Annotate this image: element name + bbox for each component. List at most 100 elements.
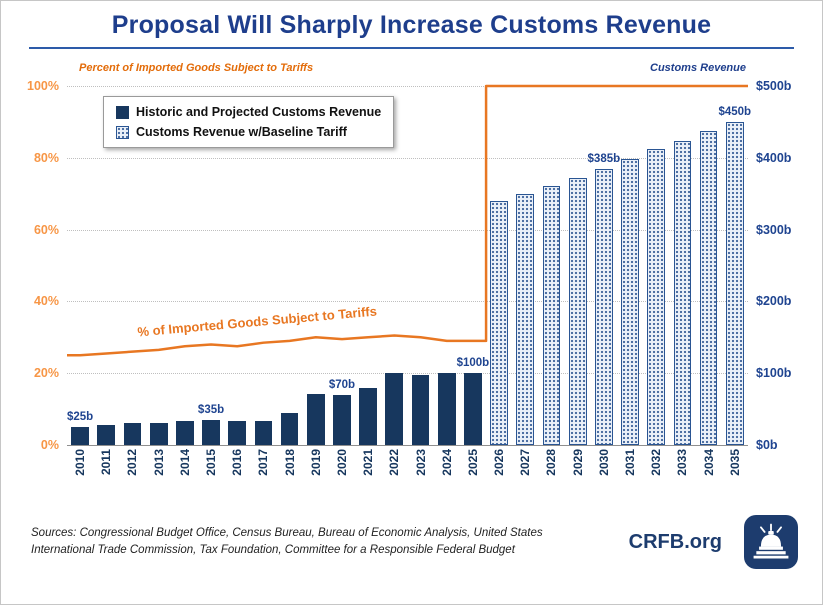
bar-slot xyxy=(696,86,722,445)
bar-historic xyxy=(97,424,116,445)
bar-value-label: $385b xyxy=(587,152,621,165)
x-tick: 2024 xyxy=(434,449,460,499)
x-tick: 2034 xyxy=(696,449,722,499)
x-tick-label: 2020 xyxy=(334,449,349,476)
bar-historic xyxy=(254,420,273,445)
x-tick: 2025 xyxy=(460,449,486,499)
y-tick-label: 100% xyxy=(27,79,59,93)
bar-slot xyxy=(172,86,198,445)
bar-slot: $70b xyxy=(329,86,355,445)
x-tick-label: 2017 xyxy=(256,449,271,476)
y-tick-label: $300b xyxy=(756,222,792,237)
x-tick: 2015 xyxy=(198,449,224,499)
bar-baseline xyxy=(647,149,666,445)
bar-slot xyxy=(407,86,433,445)
x-tick-label: 2019 xyxy=(308,449,323,476)
x-tick: 2020 xyxy=(329,449,355,499)
x-tick: 2019 xyxy=(303,449,329,499)
x-tick: 2017 xyxy=(250,449,276,499)
bar-slot xyxy=(355,86,381,445)
x-tick: 2031 xyxy=(617,449,643,499)
hatched-bar-swatch-icon xyxy=(116,125,129,139)
bar-value-label: $35b xyxy=(197,403,225,416)
y-tick-label: $400b xyxy=(756,150,792,165)
y-tick-label: $500b xyxy=(756,79,792,93)
bar-slot xyxy=(617,86,643,445)
right-axis-title: Customs Revenue xyxy=(650,62,746,74)
bar-slot: $100b xyxy=(457,86,489,445)
bar-baseline xyxy=(594,168,613,445)
x-tick-label: 2031 xyxy=(623,449,638,476)
gridline xyxy=(67,373,748,375)
x-tick-label: 2010 xyxy=(73,449,88,476)
bar-historic xyxy=(228,420,247,445)
bar-slot xyxy=(303,86,329,445)
bar-historic xyxy=(202,419,220,445)
bar-value-label: $450b xyxy=(718,105,752,118)
bar-slot: $385b xyxy=(588,86,620,445)
bar-slot xyxy=(538,86,564,445)
sources-note: Sources: Congressional Budget Office, Ce… xyxy=(31,526,543,556)
bar-baseline xyxy=(516,193,535,445)
bar-slot xyxy=(512,86,538,445)
chart-row: 0% 20% 40% 60% 80% 100% $25b $35b $70b $100b $385… xyxy=(1,79,822,499)
right-y-axis: $0b $100b $200b $300b $400b $500b xyxy=(748,79,808,452)
page-title: Proposal Will Sharply Increase Customs R… xyxy=(111,11,712,39)
x-tick-label: 2018 xyxy=(282,449,297,476)
solid-bar-swatch-icon xyxy=(116,105,129,119)
bar-slot xyxy=(565,86,591,445)
x-tick: 2012 xyxy=(119,449,145,499)
x-tick-label: 2027 xyxy=(518,449,533,476)
x-tick: 2018 xyxy=(277,449,303,499)
y-tick-label: $0b xyxy=(756,438,778,452)
bar-baseline xyxy=(725,121,744,445)
y-tick-label: $100b xyxy=(756,366,792,381)
bar-historic xyxy=(464,373,482,445)
bar-historic xyxy=(333,394,351,445)
bar-historic xyxy=(175,421,194,445)
legend-item-historic: Historic and Projected Customs Revenue xyxy=(116,105,381,119)
bar-baseline xyxy=(568,177,587,445)
x-tick: 2016 xyxy=(224,449,250,499)
x-tick-label: 2032 xyxy=(649,449,664,476)
left-axis-title: Percent of Imported Goods Subject to Tar… xyxy=(79,62,314,74)
x-tick: 2022 xyxy=(381,449,407,499)
capitol-dome-icon xyxy=(744,515,798,569)
x-tick: 2011 xyxy=(93,449,119,499)
x-tick-label: 2012 xyxy=(125,449,140,476)
bar-slot xyxy=(486,86,512,445)
bar-value-label: $100b xyxy=(456,357,490,370)
x-tick: 2028 xyxy=(538,449,564,499)
bar-baseline xyxy=(621,159,639,445)
bar-value-label: $25b xyxy=(66,411,94,424)
bar-slot: $35b xyxy=(198,86,224,445)
bar-slot xyxy=(224,86,250,445)
x-tick: 2027 xyxy=(512,449,538,499)
title-underline xyxy=(29,47,794,49)
bar-slot: $450b xyxy=(718,86,751,445)
x-tick-label: 2030 xyxy=(596,449,611,476)
bar-baseline xyxy=(673,140,692,445)
y-tick-label: 0% xyxy=(40,438,59,452)
x-tick-label: 2015 xyxy=(204,449,219,476)
bar-slot xyxy=(434,86,460,445)
x-tick: 2021 xyxy=(355,449,381,499)
bar-historic xyxy=(385,373,404,445)
bar-historic xyxy=(359,387,378,445)
bar-value-label: $70b xyxy=(328,378,356,391)
bar-slot xyxy=(119,86,145,445)
bar-slot xyxy=(93,86,119,445)
x-axis-labels: 2010 2011 2012 2013 2014 2015 2016 2017 2018 2019… xyxy=(67,449,748,499)
x-tick: 2030 xyxy=(591,449,617,499)
x-tick: 2014 xyxy=(172,449,198,499)
x-tick-label: 2014 xyxy=(177,449,192,476)
plot-column: $25b $35b $70b $100b $385b $450b Historic and… xyxy=(67,86,748,499)
bar-historic xyxy=(411,374,430,445)
plot-area: $25b $35b $70b $100b $385b $450b Historic and… xyxy=(67,86,748,446)
x-tick-label: 2023 xyxy=(413,449,428,476)
legend: Historic and Projected Customs Revenue C… xyxy=(103,96,395,148)
x-tick-label: 2025 xyxy=(465,449,480,476)
x-tick: 2010 xyxy=(67,449,93,499)
legend-label-baseline: Customs Revenue w/Baseline Tariff xyxy=(136,125,347,139)
bar-baseline xyxy=(542,185,561,445)
